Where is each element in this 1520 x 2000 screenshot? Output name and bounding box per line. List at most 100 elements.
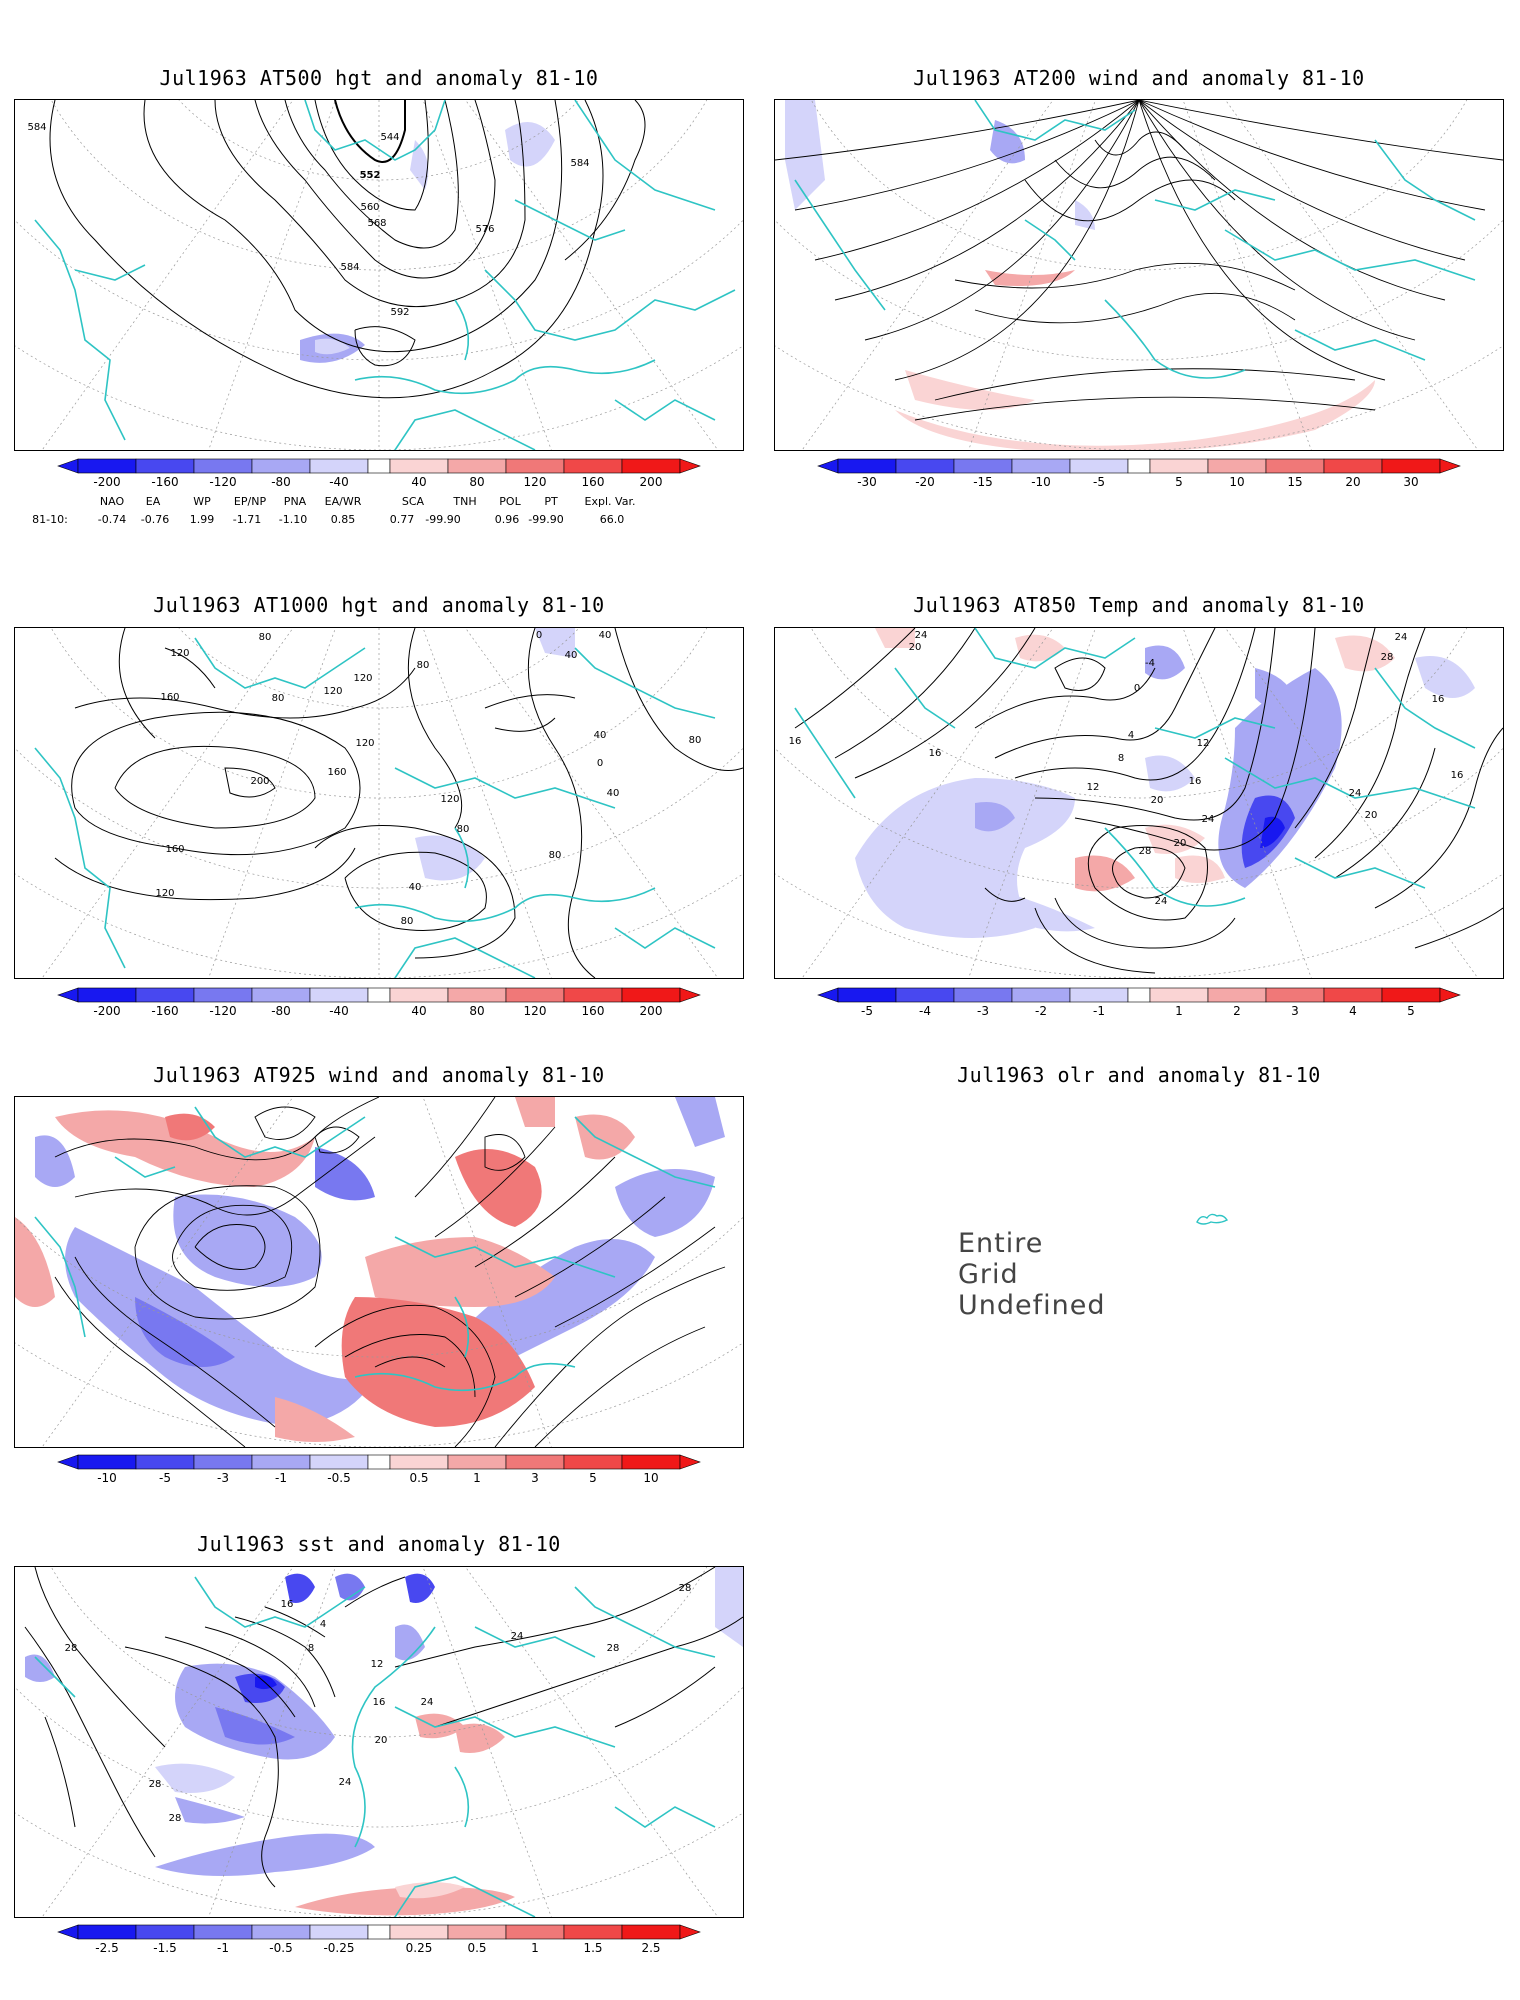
contour-label: 40 [565,650,578,661]
contour-label: 568 [367,218,386,229]
colorbar-tick: 40 [411,475,427,489]
colorbar-swatch [135,458,195,474]
colorbar-tick: -0.25 [323,1941,355,1955]
tele-value: -0.76 [140,513,170,526]
colorbar-swatch [77,987,137,1003]
colorbar-swatch [895,987,955,1003]
contour-label: 80 [272,693,285,704]
contour-label: 576 [475,224,494,235]
colorbar-ticks: -200 -160 -120 -80 -40 40 80 120 160 200 [58,1004,700,1020]
panel-title: Jul1963 AT850 Temp and anomaly 81-10 [913,593,1365,617]
contour-label: -4 [1145,658,1155,669]
map-sst: 16 4 8 12 16 20 24 28 28 28 24 24 28 28 [15,1567,743,1917]
panel-title: Jul1963 AT500 hgt and anomaly 81-10 [159,66,599,90]
contour-label: 0 [536,630,542,641]
colorbar-swatch [563,1454,623,1470]
colorbar-tick: 1.5 [583,1941,603,1955]
colorbar-swatch [367,458,391,474]
colorbar [817,458,1461,474]
colorbar-swatch [251,987,311,1003]
contour-label: 28 [607,1643,620,1654]
colorbar-swatch [367,987,391,1003]
contour-label: 28 [169,1813,182,1824]
colorbar-tick: -120 [209,1004,237,1018]
contour-label: 584 [340,262,359,273]
colorbar [57,458,701,474]
tele-value: 0.85 [330,513,356,526]
colorbar-tick: 40 [411,1004,427,1018]
colorbar-tick: 1 [1175,1004,1183,1018]
colorbar-swatch [679,458,701,474]
colorbar-tick: -20 [915,475,935,489]
colorbar-swatch [1127,458,1151,474]
contour-label: 20 [1365,810,1378,821]
colorbar-swatch [621,987,681,1003]
contour-label: 120 [440,794,459,805]
colorbar-swatch [309,458,369,474]
tele-header: EA [145,495,161,508]
colorbar-swatch [309,1924,369,1940]
colorbar-swatch [193,1924,253,1940]
colorbar-tick: -4 [919,1004,931,1018]
colorbar-swatch [563,458,623,474]
colorbar-swatch [1323,987,1383,1003]
map-frame: 16 4 8 12 16 20 24 28 28 28 24 24 28 28 [14,1566,744,1918]
colorbar-swatch [57,1924,79,1940]
contour-label: 28 [1381,652,1394,663]
contour-label: 28 [149,1779,162,1790]
colorbar-tick: -80 [271,1004,291,1018]
colorbar-tick: -3 [977,1004,989,1018]
contour-label: 24 [1155,896,1168,907]
tele-header: PT [544,495,558,508]
colorbar-tick: -160 [151,475,179,489]
colorbar [57,987,701,1003]
contour-label: 80 [417,660,430,671]
colorbar-swatch [447,458,507,474]
contour-label: 12 [371,1659,384,1670]
colorbar-ticks: -5 -4 -3 -2 -1 1 2 3 4 5 [818,1004,1460,1020]
colorbar-swatch [817,987,839,1003]
contour-label: 8 [1118,753,1124,764]
teleconnection-table: NAO EA WP EP/NP PNA EA/WR SCA TNH POL PT… [0,495,740,529]
colorbar-swatch [1011,987,1071,1003]
tele-value: -1.71 [232,513,262,526]
colorbar-tick: 3 [1291,1004,1299,1018]
colorbar-swatch [447,1924,507,1940]
contour-label: 16 [373,1697,386,1708]
contour-label: 0 [1134,683,1140,694]
panel-title: Jul1963 olr and anomaly 81-10 [957,1063,1321,1087]
colorbar-swatch [1069,987,1129,1003]
colorbar-swatch [505,1454,565,1470]
colorbar-swatch [1439,987,1461,1003]
colorbar-swatch [251,1454,311,1470]
contour-label: 200 [250,776,269,787]
tele-header: EP/NP [233,495,267,508]
colorbar-swatch [1149,987,1209,1003]
colorbar-tick: 1 [531,1941,539,1955]
colorbar-ticks: -30 -20 -15 -10 -5 5 10 15 20 30 [818,475,1460,491]
contour-label: 20 [375,1735,388,1746]
panel-title: Jul1963 AT1000 hgt and anomaly 81-10 [153,593,605,617]
contour-label: 8 [308,1643,314,1654]
colorbar-swatch [1265,987,1325,1003]
contour-label: 120 [170,648,189,659]
map-at925 [15,1097,743,1447]
contour-label: 24 [421,1697,434,1708]
colorbar-ticks: -200 -160 -120 -80 -40 40 80 120 160 200 [58,475,700,491]
colorbar-tick: 200 [639,475,663,489]
colorbar-tick: -40 [329,475,349,489]
colorbar-swatch [1011,458,1071,474]
colorbar-swatch [193,458,253,474]
contour-label: 552 [360,170,381,181]
contour-label: 4 [320,1619,326,1630]
colorbar-tick: -10 [1031,475,1051,489]
colorbar-tick: 2 [1233,1004,1241,1018]
colorbar-swatch [621,1924,681,1940]
contour-label: 28 [65,1643,78,1654]
colorbar-tick: 3 [531,1471,539,1485]
tele-value: 1.99 [189,513,215,526]
colorbar-swatch [817,458,839,474]
tele-value: 0.96 [494,513,520,526]
colorbar [57,1454,701,1470]
contour-label: 16 [789,736,802,747]
